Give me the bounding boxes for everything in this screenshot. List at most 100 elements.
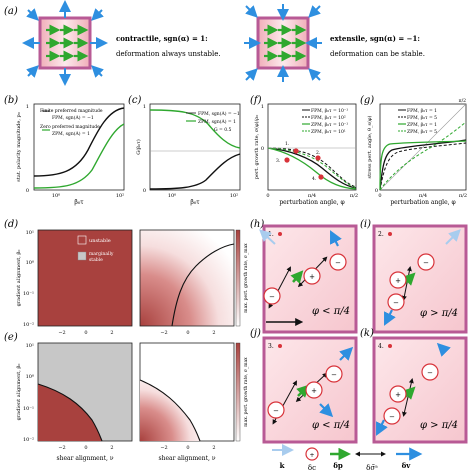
g-legend-1: FPM, β₀τ = 5	[407, 115, 437, 121]
panel-f-label: (f)	[250, 95, 262, 106]
f-legend-3: ZPM, β₀τ = 10¹	[311, 129, 346, 135]
f-point-4	[318, 174, 324, 180]
contractile-text: contractile, sgn(α) = 1:	[116, 34, 208, 43]
g-ytick-bottom: 0	[375, 188, 378, 194]
i-num: 2.	[378, 231, 384, 238]
c-ytick-top: 1	[143, 104, 146, 110]
d-legend-unstable: unstable	[89, 238, 111, 244]
e-xtick-2: 2	[110, 445, 113, 451]
c-ylabel: G(β₀τ)	[135, 139, 142, 155]
e-xlabel-left: shear alignment, ν	[57, 455, 114, 462]
panel-d-label: (d)	[4, 219, 18, 230]
d-xtick-r1: 0	[186, 330, 189, 336]
b-ylabel: stat. polarity magnitude, p₀	[16, 112, 22, 181]
d-xtick-0: −2	[58, 330, 65, 336]
panel-c-label: (c)	[128, 95, 142, 106]
panel-i: (i) 2. − + − φ > π/4	[360, 219, 468, 334]
c-ytick-bottom: 0	[143, 188, 146, 194]
legend-dc: δc	[308, 464, 316, 472]
svg-text:−: −	[269, 293, 275, 301]
legend-dsigma: δσ̃ᵃ	[366, 463, 378, 472]
panel-j-label: (j)	[250, 328, 261, 339]
panel-g: (g) FPM, β₀τ = 1 FPM, β₀τ = 5 ZPM, β₀τ =…	[360, 95, 467, 206]
g-ytick-top: π/2	[459, 98, 466, 104]
f-xlabel: perturbation angle, φ	[279, 199, 344, 206]
legend-dp: δp	[333, 461, 343, 470]
panel-j: (j) 3. − + − φ < π/4	[250, 328, 358, 444]
f-point-3	[284, 157, 290, 163]
e-ylabel-right: max. pert. growth rate, σ_max	[243, 357, 249, 427]
j-num: 3.	[268, 343, 274, 350]
d-xtick-r2: 2	[212, 330, 215, 336]
d-xtick-r0: −2	[160, 330, 167, 336]
d-xtick-1: 0	[84, 330, 87, 336]
g-xtick-2: π/2	[459, 193, 467, 199]
e-colorbar	[235, 342, 241, 442]
svg-text:−: −	[331, 371, 337, 379]
c-xtick-0: 10⁰	[168, 193, 176, 199]
g-xtick-0: 0	[378, 193, 381, 199]
svg-text:+: +	[311, 387, 317, 395]
d-ytick-2: 10⁻¹	[23, 291, 34, 297]
f-xtick-1: π/4	[308, 193, 316, 199]
panel-b-label: (b)	[4, 95, 18, 106]
e-xtick-r1: 0	[186, 445, 189, 451]
contractile-sub: deformation always unstable.	[116, 50, 221, 58]
extensile-square	[244, 4, 322, 82]
d-ylabel-right: max. pert. growth rate, σ_max	[243, 243, 249, 313]
svg-text:−: −	[389, 413, 395, 421]
panel-a: (a) contractile, sgn(α)	[4, 0, 425, 86]
f-xtick-2: π/2	[350, 193, 358, 199]
svg-text:+: +	[309, 273, 315, 281]
c-annotation: G = 0.5	[214, 127, 232, 133]
i-cond: φ > π/4	[420, 308, 458, 319]
svg-text:−: −	[335, 259, 341, 267]
panel-h: (h) 1. − + − φ < π/4	[250, 219, 358, 334]
panel-c: (c) FPM, sgn(A) = −1 ZPM, sgn(A) = 1 G =…	[128, 95, 241, 206]
svg-text:+: +	[395, 391, 401, 399]
panel-f: (f) 1. 2. 3. 4. FPM, β₀τ = 10⁻¹ FPM, β₀τ…	[250, 95, 358, 206]
svg-text:−: −	[393, 299, 399, 307]
panel-i-label: (i)	[360, 219, 371, 230]
d-left-heatmap	[37, 229, 133, 327]
svg-text:+: +	[395, 277, 401, 285]
b-xlabel: β₀τ	[74, 199, 84, 206]
f-legend-2: ZPM, β₀τ = 10⁻¹	[311, 122, 348, 128]
d-legend-marginal-1: marginally	[89, 251, 114, 257]
svg-text:−: −	[423, 259, 429, 267]
f-xtick-0: 0	[266, 193, 269, 199]
e-ytick-3: 10⁻²	[23, 437, 34, 443]
b-legend-0: Finite preferred magnitude	[40, 108, 103, 114]
b-legend-1: FPM, sgn(A) = −1	[52, 114, 94, 121]
svg-text:+: +	[309, 452, 314, 459]
contractile-square	[22, 0, 108, 86]
f-ytick-zero: 0	[261, 146, 264, 152]
b-xtick-0: 10⁰	[52, 193, 60, 199]
panel-e-label: (e)	[4, 332, 18, 343]
g-ylabel: stress pert. angle, θ_s(φ)	[366, 115, 373, 178]
g-legend-2: ZPM, β₀τ = 1	[407, 122, 437, 128]
d-colorbar	[235, 229, 241, 327]
f-ytick-top: 1	[261, 104, 264, 110]
panel-k-label: (k)	[360, 328, 374, 339]
legend-dv: δv	[402, 461, 412, 470]
panel-g-label: (g)	[360, 95, 374, 106]
legend-k: k	[280, 461, 285, 470]
e-ytick-0: 10¹	[26, 343, 34, 349]
f-legend-0: FPM, β₀τ = 10⁻¹	[311, 108, 348, 114]
bottom-legend: k + δc δp δσ̃ᵃ δv	[272, 444, 423, 472]
d-legend-marginal-2: stable	[89, 257, 103, 263]
h-cond: φ < π/4	[312, 306, 350, 317]
svg-text:−: −	[273, 407, 279, 415]
e-xlabel-right: shear alignment, ν	[159, 455, 216, 462]
f-legend-1: FPM, β₀τ = 10²	[311, 115, 346, 121]
f-point-1	[293, 148, 299, 154]
f-point-4-label: 4.	[312, 176, 317, 182]
f-point-2-label: 2.	[316, 150, 321, 156]
e-xtick-1: 0	[84, 445, 87, 451]
d-ytick-3: 10⁻²	[23, 322, 34, 328]
extensile-sub: deformation can be stable.	[330, 50, 425, 58]
c-xtick-1: 10²	[230, 193, 238, 199]
e-xtick-0: −2	[58, 445, 65, 451]
